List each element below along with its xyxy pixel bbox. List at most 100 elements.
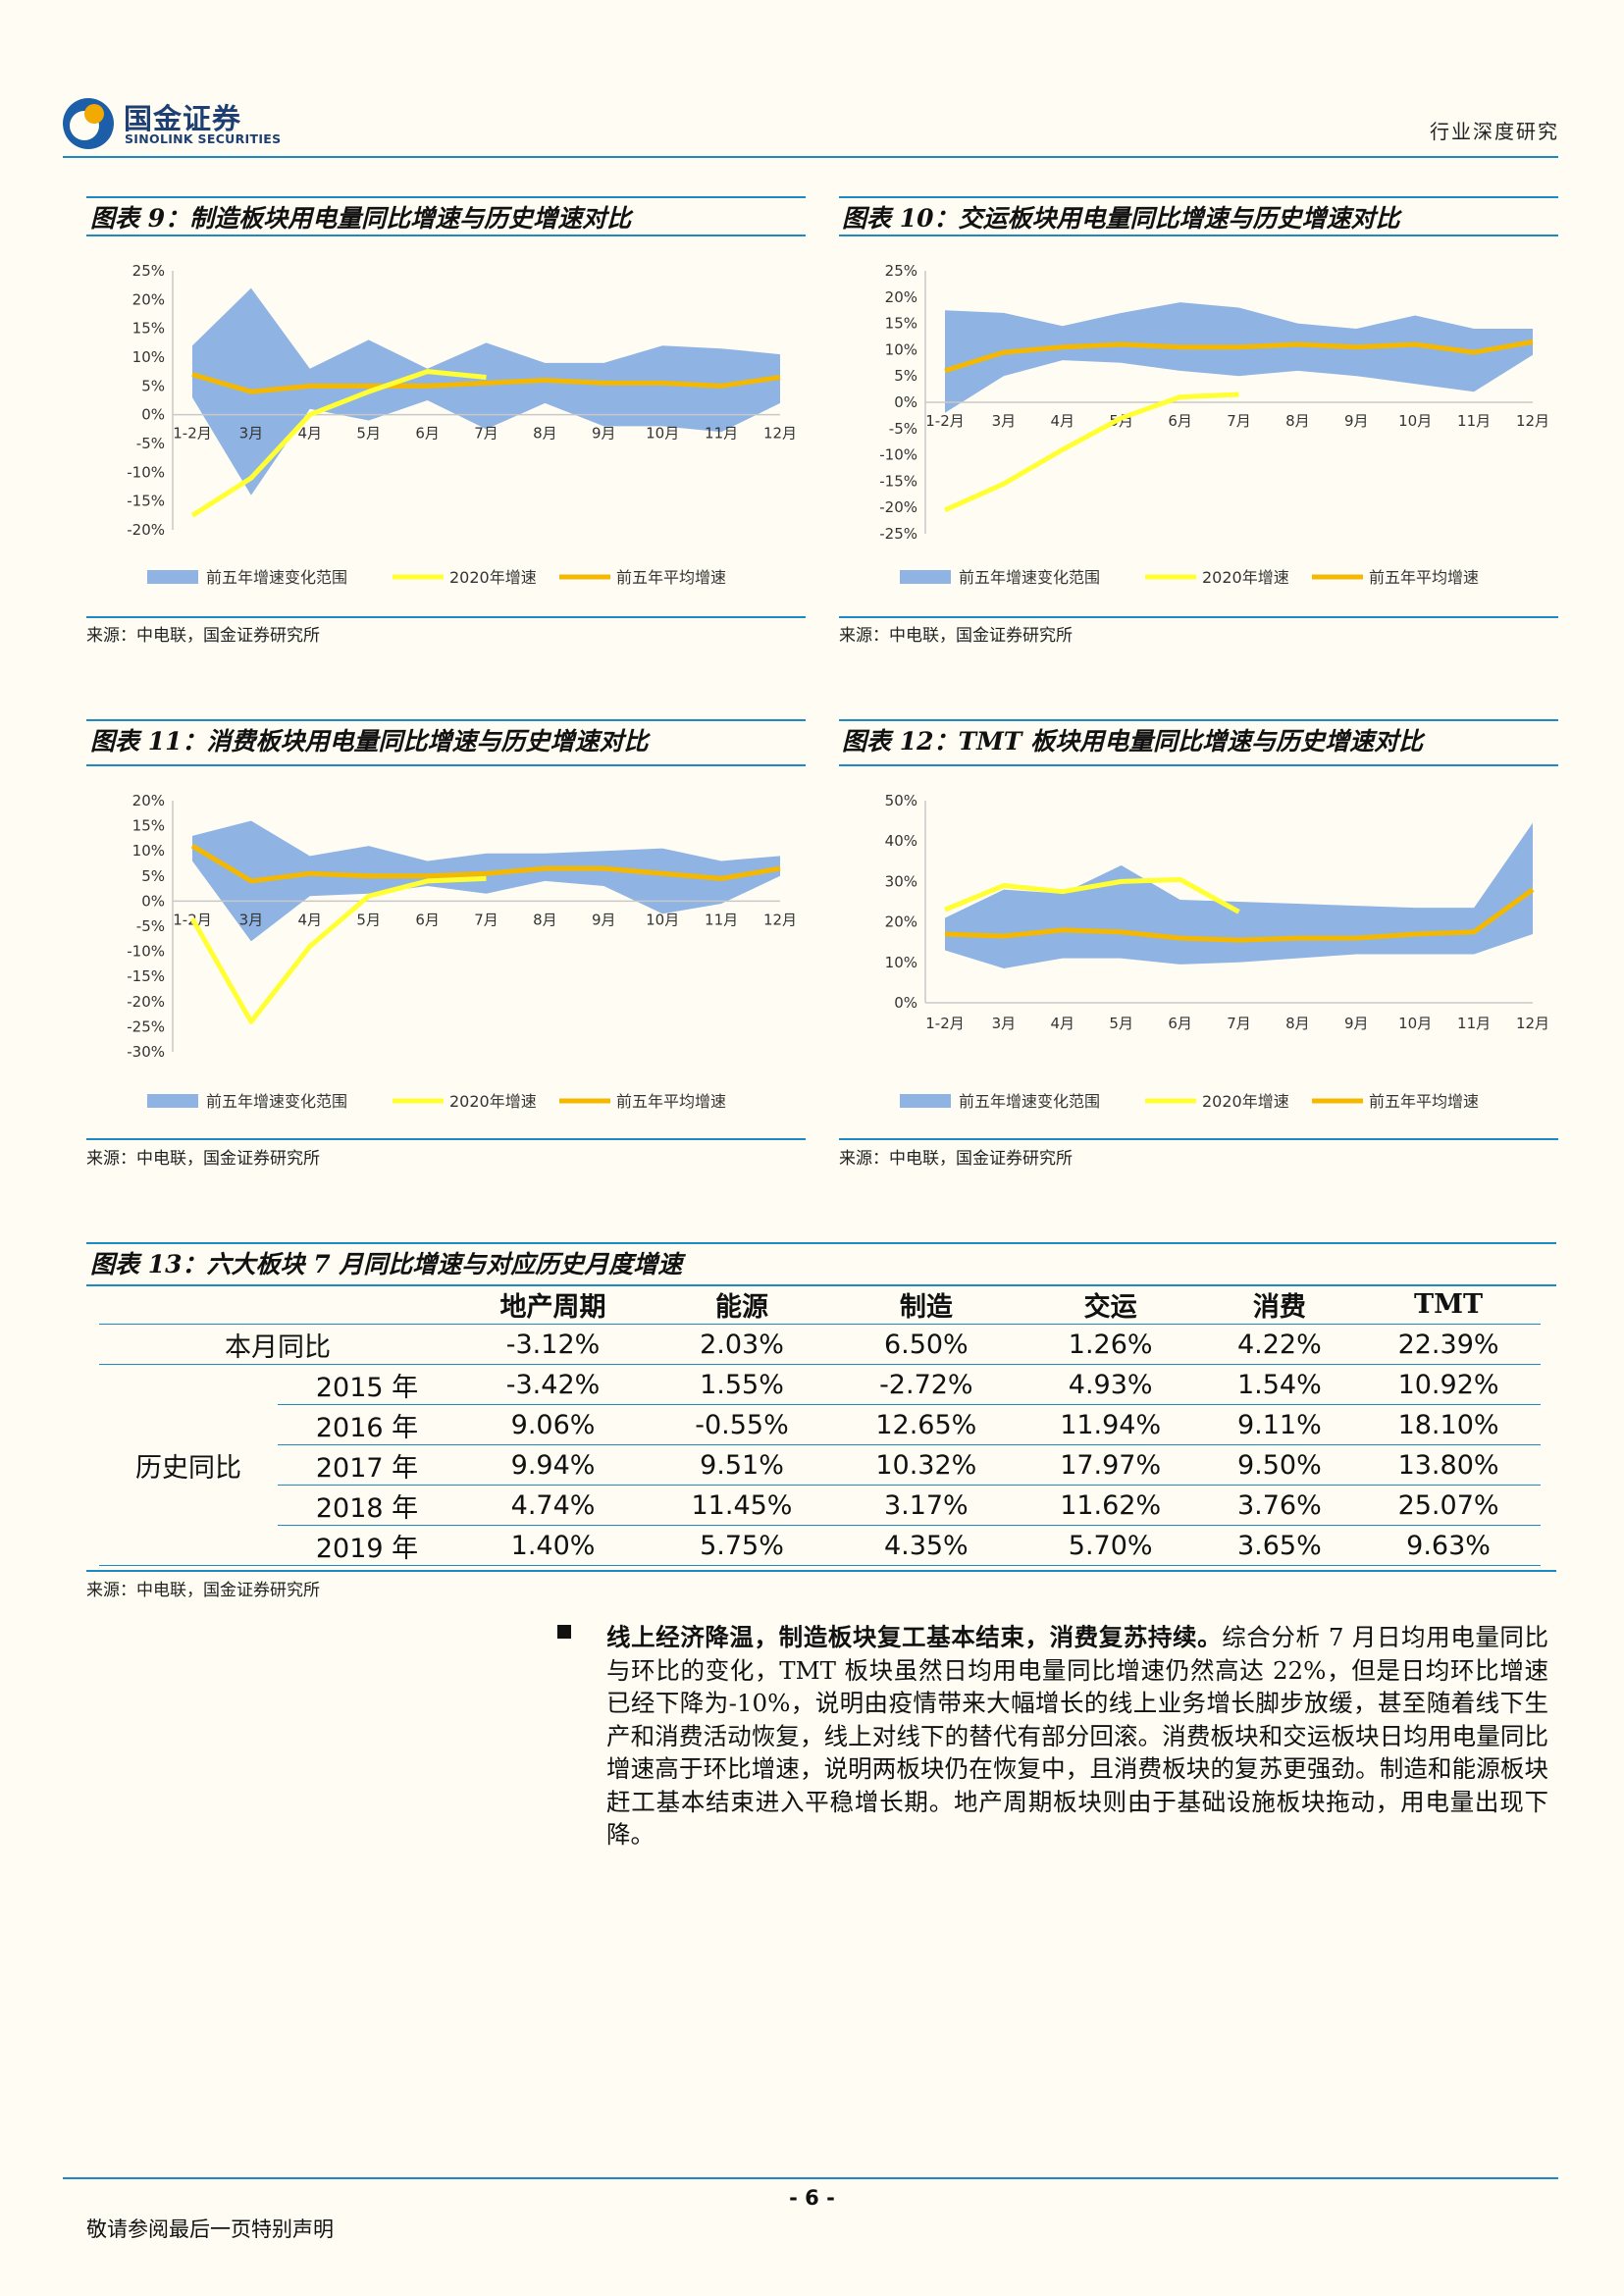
legend-2020-label: 2020年增速	[1202, 1092, 1289, 1111]
x-tick-label: 5月	[356, 425, 381, 443]
fig10-top-rule	[839, 196, 1558, 198]
table-row: 2019 年 1.40% 5.75% 4.35% 5.70% 3.65% 9.6…	[99, 1526, 1541, 1566]
x-tick-label: 9月	[592, 911, 616, 928]
fig13-bottom-rule	[86, 1570, 1556, 1572]
x-tick-label: 8月	[533, 911, 557, 928]
table-cell: 10.32%	[834, 1445, 1019, 1486]
fig11-title-rule	[86, 764, 806, 766]
y-tick-label: 40%	[885, 832, 917, 850]
legend-avg-label: 前五年平均增速	[616, 568, 726, 587]
x-tick-label: 6月	[1168, 412, 1192, 430]
table-cell: 1.54%	[1203, 1365, 1357, 1405]
table-cell: 9.63%	[1356, 1526, 1541, 1566]
legend-band-swatch	[900, 1094, 951, 1108]
x-tick-label: 7月	[1227, 1015, 1251, 1032]
table-cell: 11.62%	[1019, 1486, 1203, 1526]
column-header: 能源	[650, 1285, 834, 1325]
y-tick-label: 20%	[132, 792, 165, 809]
table-cell: 17.97%	[1019, 1445, 1203, 1486]
table-cell: -3.12%	[456, 1325, 650, 1365]
x-tick-label: 10月	[1398, 412, 1432, 430]
fig10-chart: -25% -20% -15% -10% -5% 0% 5% 10% 15% 20% 25% 1-2月 3…	[839, 239, 1558, 604]
paragraph-lead: 线上经济降温，制造板块复工基本结束，消费复苏持续。	[606, 1623, 1222, 1651]
legend-band-label: 前五年增速变化范围	[206, 1092, 347, 1111]
y-tick-label: 10%	[132, 842, 165, 860]
fig9-chart: -20%-15%-10%-5%0%5%10%15%20%25%1-2月 3月 4月 5…	[86, 239, 806, 604]
table-cell: 3.76%	[1203, 1486, 1357, 1526]
page-number: - 6 -	[0, 2186, 1624, 2210]
y-tick-label: -10%	[879, 446, 917, 464]
paragraph-body: 综合分析 7 月日均用电量同比与环比的变化，TMT 板块虽然日均用电量同比增速仍…	[606, 1623, 1548, 1849]
y-tick-label: -25%	[127, 1018, 165, 1035]
y-tick-label: -15%	[127, 967, 165, 985]
report-section-label: 行业深度研究	[1430, 116, 1559, 144]
y-tick-label: 20%	[885, 913, 917, 931]
fig12-chart: 0%10%20%30%40%50%1-2月 3月 4月 5月 6月 7月 8月 9月 10月 11…	[839, 769, 1558, 1134]
x-tick-label: 9月	[1344, 412, 1369, 430]
x-tick-label: 5月	[1109, 1015, 1133, 1032]
column-header: 地产周期	[456, 1285, 650, 1325]
x-tick-label: 11月	[705, 425, 738, 443]
fig12-title: 图表 12：TMT 板块用电量同比增速与历史增速对比	[842, 722, 1423, 757]
logo-text-en: SINOLINK SECURITIES	[125, 131, 281, 146]
x-tick-label: 3月	[239, 425, 264, 443]
column-header: 制造	[834, 1285, 1019, 1325]
table-cell: 5.75%	[650, 1526, 834, 1566]
x-tick-label: 8月	[533, 425, 557, 443]
x-tick-label: 6月	[415, 425, 440, 443]
y-tick-label: -10%	[127, 943, 165, 961]
footer-rule	[63, 2177, 1558, 2179]
x-tick-label: 4月	[1051, 412, 1075, 430]
y-tick-label: 25%	[885, 262, 917, 280]
fig11-source: 来源：中电联，国金证券研究所	[86, 1144, 320, 1169]
y-tick-label: 30%	[885, 872, 917, 890]
fig9-top-rule	[86, 196, 806, 198]
x-tick-label: 12月	[1516, 1015, 1549, 1032]
table-cell: 22.39%	[1356, 1325, 1541, 1365]
x-tick-label: 7月	[474, 911, 498, 928]
table-cell: 12.65%	[834, 1405, 1019, 1445]
table-row: 2016 年 9.06% -0.55% 12.65% 11.94% 9.11% …	[99, 1405, 1541, 1445]
table-cell: 25.07%	[1356, 1486, 1541, 1526]
x-tick-label: 6月	[1168, 1015, 1192, 1032]
table-cell: 9.06%	[456, 1405, 650, 1445]
y-tick-label: 20%	[132, 290, 165, 308]
y-tick-label: -30%	[127, 1043, 165, 1061]
fig9-title: 图表 9：制造板块用电量同比增速与历史增速对比	[90, 199, 631, 235]
y-tick-label: 10%	[885, 954, 917, 971]
x-tick-label: 11月	[705, 911, 738, 928]
year-label: 2015 年	[278, 1365, 456, 1405]
disclaimer-note: 敬请参阅最后一页特别声明	[86, 2214, 334, 2243]
x-tick-label: 6月	[415, 911, 440, 928]
x-tick-label: 4月	[1051, 1015, 1075, 1032]
fig10-title-rule	[839, 235, 1558, 236]
y-tick-label: 5%	[141, 377, 165, 394]
row-group-label: 历史同比	[99, 1365, 278, 1566]
fig13-table: 地产周期 能源 制造 交运 消费 TMT 本月同比 -3.12% 2.03% 6…	[99, 1285, 1541, 1566]
fig10-title: 图表 10：交运板块用电量同比增速与历史增速对比	[842, 199, 1400, 235]
x-tick-label: 5月	[356, 911, 381, 928]
x-tick-label: 1-2月	[925, 412, 965, 430]
y-tick-label: -20%	[879, 498, 917, 516]
table-cell: 3.17%	[834, 1486, 1019, 1526]
year-label: 2017 年	[278, 1445, 456, 1486]
column-header: 消费	[1203, 1285, 1357, 1325]
fig13-top-rule	[86, 1242, 1556, 1244]
y-tick-label: 15%	[132, 817, 165, 835]
x-tick-label: 12月	[763, 425, 797, 443]
table-cell: 6.50%	[834, 1325, 1019, 1365]
fig9-title-rule	[86, 235, 806, 236]
fig12-top-rule	[839, 719, 1558, 721]
y-tick-label: -15%	[879, 472, 917, 490]
bullet-icon	[557, 1625, 571, 1639]
table-row-current: 本月同比 -3.12% 2.03% 6.50% 1.26% 4.22% 22.3…	[99, 1325, 1541, 1365]
legend-band-swatch	[147, 570, 198, 584]
table-cell: 4.74%	[456, 1486, 650, 1526]
sinolink-logo-icon	[61, 96, 116, 151]
table-cell: 11.45%	[650, 1486, 834, 1526]
table-header-row: 地产周期 能源 制造 交运 消费 TMT	[99, 1285, 1541, 1325]
table-cell: 1.40%	[456, 1526, 650, 1566]
table-cell: 4.93%	[1019, 1365, 1203, 1405]
y-tick-label: -5%	[889, 420, 917, 438]
y-tick-label: -10%	[127, 463, 165, 481]
